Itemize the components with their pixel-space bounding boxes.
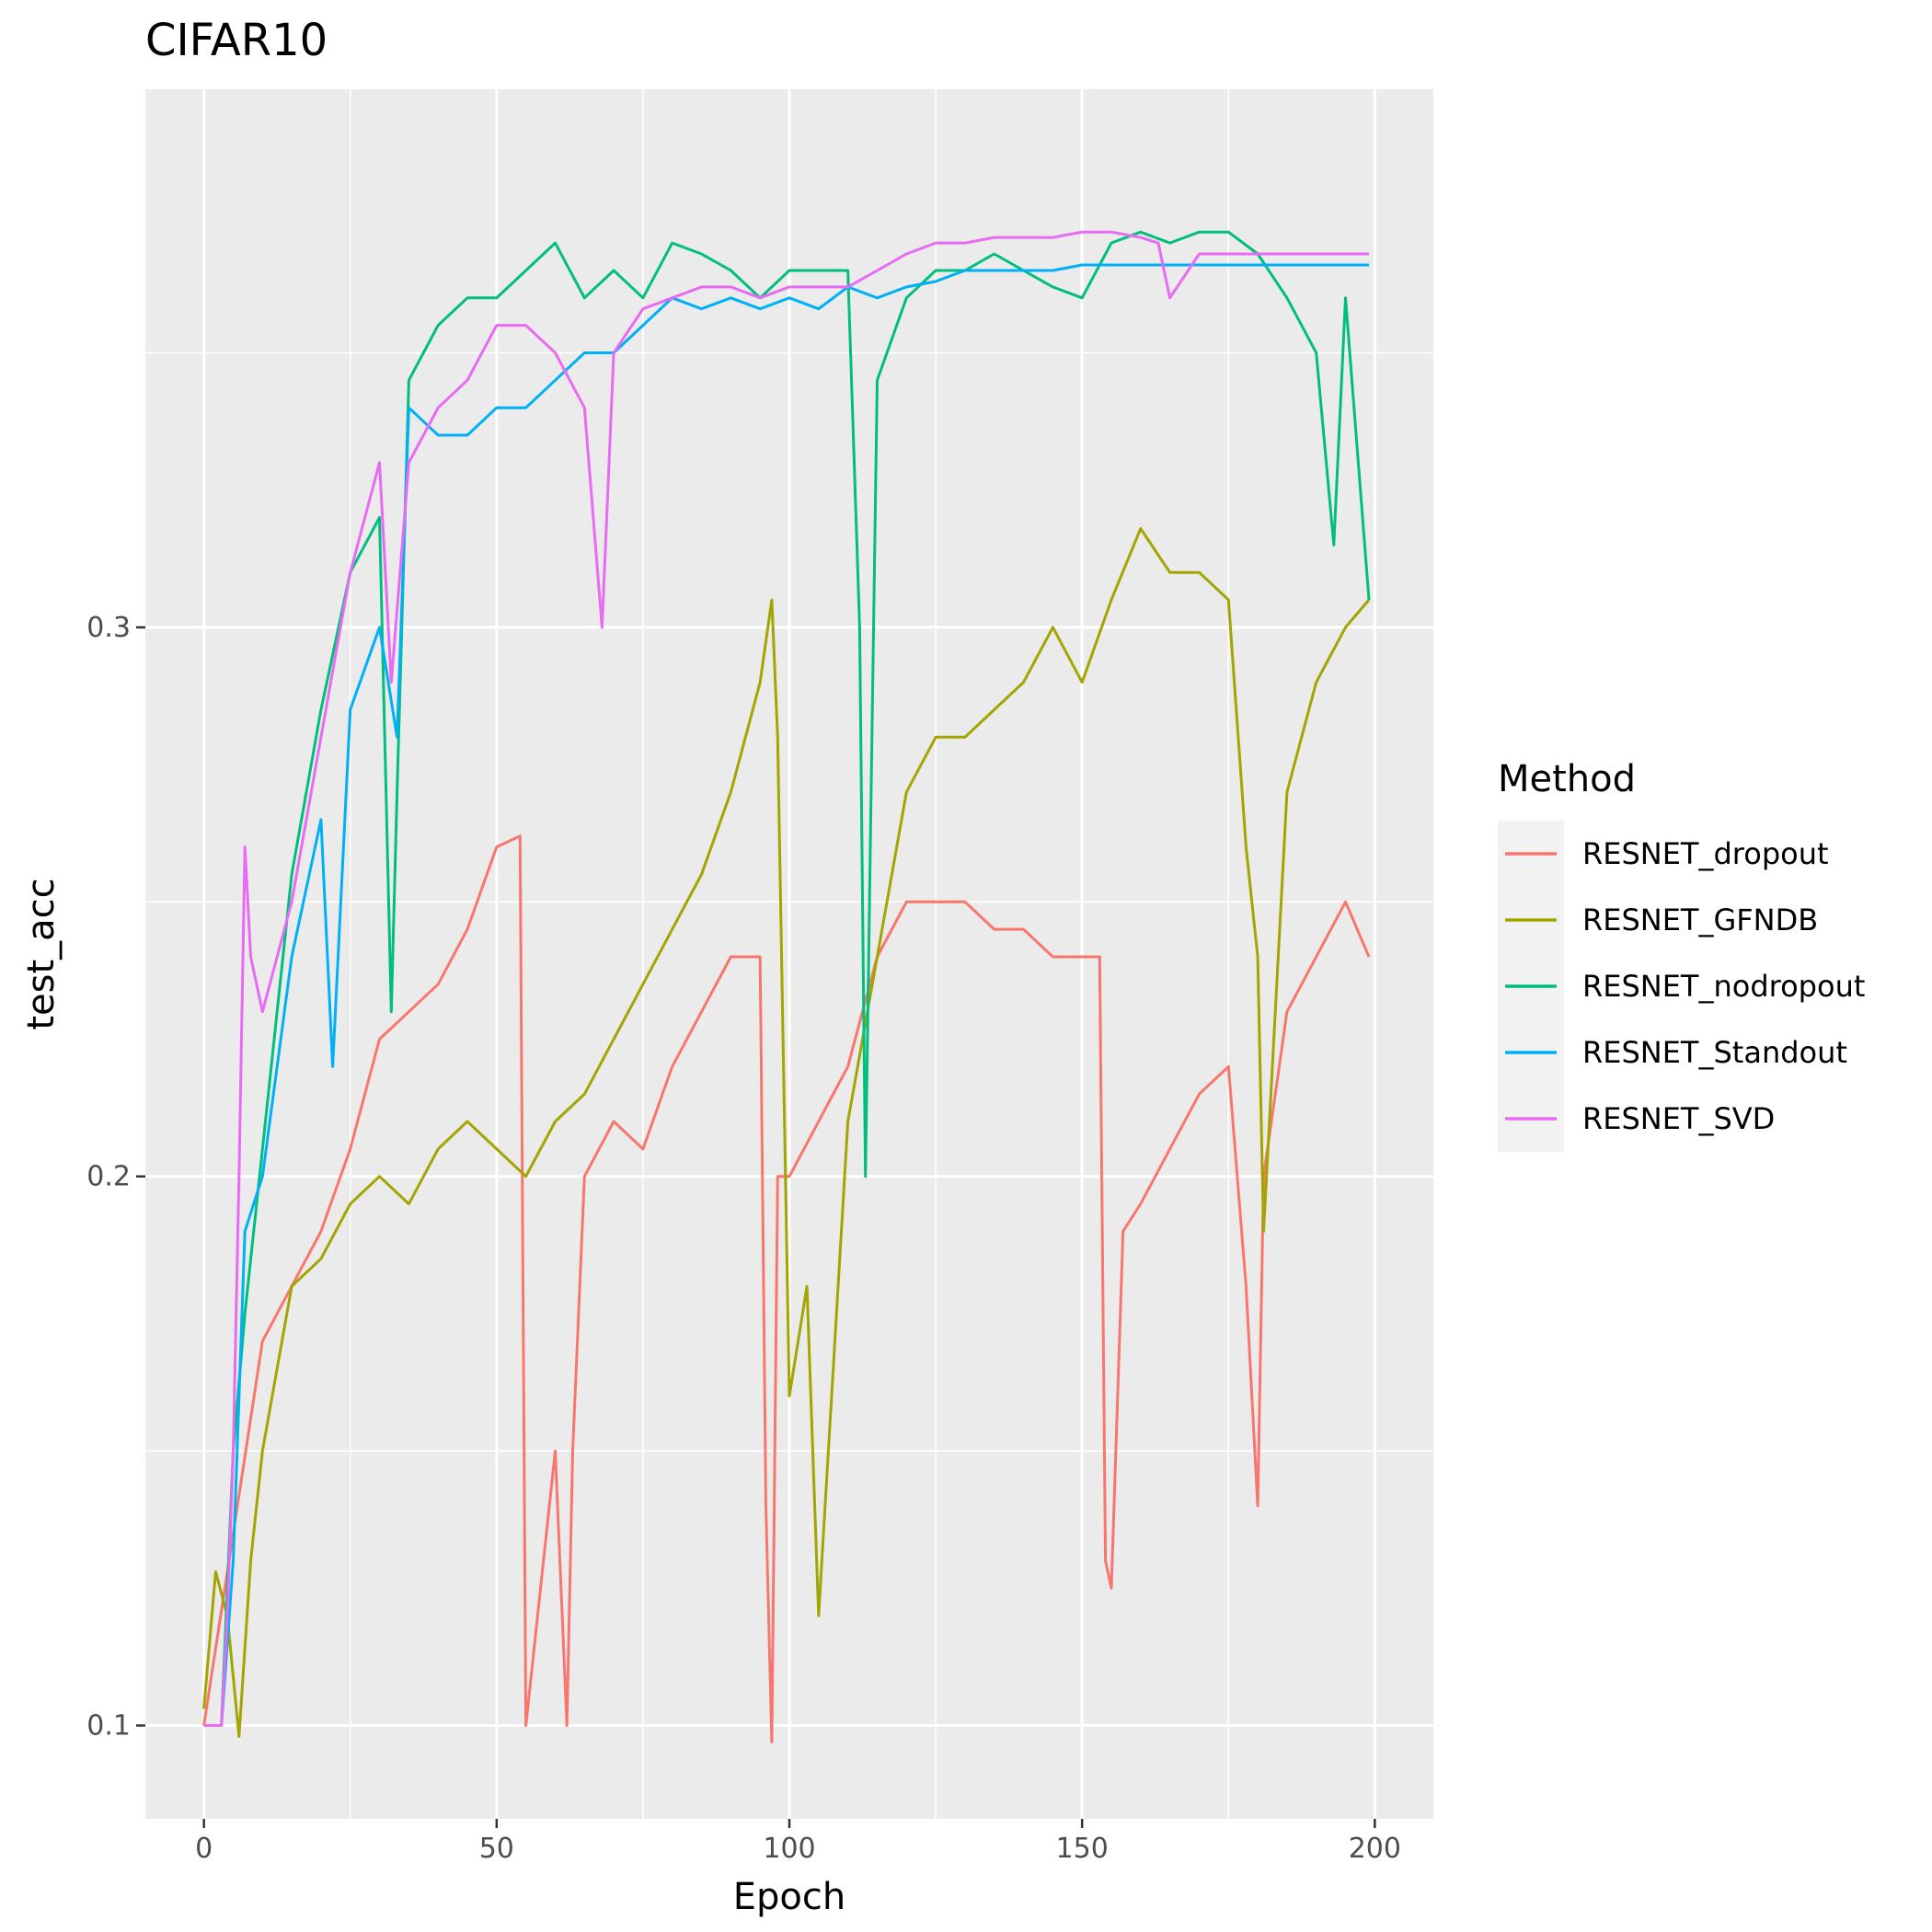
series-line-RESNET_dropout <box>202 834 1371 1743</box>
legend-label-RESNET_SVD: RESNET_SVD <box>1582 1101 1775 1136</box>
x-tick-label: 150 <box>1056 1833 1109 1865</box>
series-line-RESNET_nodropout <box>203 230 1371 1727</box>
series-layer <box>202 230 1371 1743</box>
legend-label-RESNET_nodropout: RESNET_nodropout <box>1582 969 1865 1004</box>
y-tick-label: 0.1 <box>86 1710 131 1742</box>
legend-label-RESNET_dropout: RESNET_dropout <box>1582 836 1829 871</box>
y-axis-title: test_acc <box>20 878 63 1029</box>
legend: Method RESNET_dropoutRESNET_GFNDBRESNET_… <box>1498 758 1865 1152</box>
x-tick-label: 100 <box>763 1833 815 1865</box>
x-tick-label: 0 <box>195 1833 213 1865</box>
x-axis-title: Epoch <box>733 1876 845 1918</box>
series-line-RESNET_SVD <box>203 230 1369 1727</box>
x-axis: 0 50 100 150 200 <box>195 1819 1401 1865</box>
y-tick-label: 0.3 <box>86 612 131 644</box>
x-tick-label: 50 <box>479 1833 514 1865</box>
series-line-RESNET_GFNDB <box>202 527 1371 1738</box>
legend-items: RESNET_dropout RESNET_GFNDB RESNET_nodropo… <box>1505 836 1865 1136</box>
series-line-RESNET_Standout <box>203 263 1369 1727</box>
legend-title: Method <box>1498 758 1636 800</box>
legend-label-RESNET_Standout: RESNET_Standout <box>1582 1035 1847 1070</box>
y-axis: 0.1 0.2 0.3 <box>86 612 145 1742</box>
chart-title: CIFAR10 <box>145 15 328 66</box>
legend-label-RESNET_GFNDB: RESNET_GFNDB <box>1582 903 1818 937</box>
x-tick-label: 200 <box>1349 1833 1401 1865</box>
y-tick-label: 0.2 <box>86 1161 131 1193</box>
